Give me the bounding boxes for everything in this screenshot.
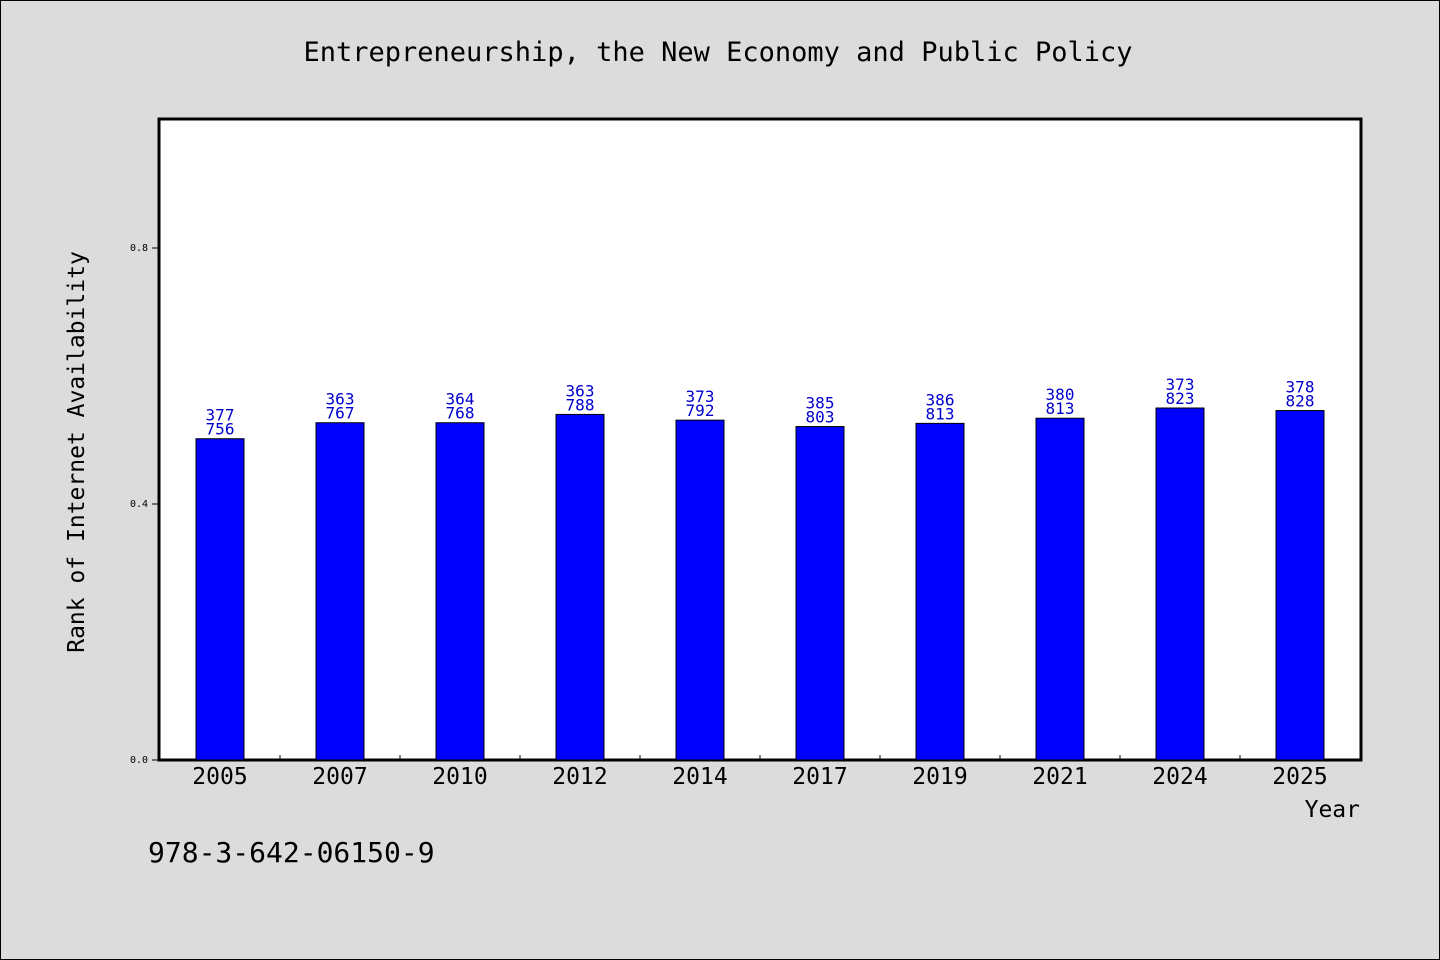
data-label: 363 767: [326, 390, 355, 423]
y-tick-label: 0.4: [130, 499, 148, 510]
x-tick-label: 2014: [672, 764, 727, 790]
data-label: 373 823: [1166, 375, 1195, 408]
x-tick-label: 2024: [1152, 764, 1207, 790]
data-label: 385 803: [806, 394, 835, 427]
y-axis-ticks: 0.0 0.4 0.8: [130, 243, 160, 766]
data-label: 386 813: [926, 390, 955, 423]
bar-2025: [1275, 410, 1325, 761]
chart-title: Entrepreneurship, the New Economy and Pu…: [303, 37, 1132, 68]
x-tick-label: 2010: [432, 764, 487, 790]
data-label: 378 828: [1286, 378, 1315, 411]
data-label: 373 792: [686, 387, 715, 420]
data-label: 380 813: [1046, 385, 1075, 418]
data-label: 377 756: [206, 406, 235, 439]
x-tick-label: 2025: [1272, 764, 1327, 790]
x-tick-label: 2005: [192, 764, 247, 790]
bars-group: [195, 407, 1325, 761]
bar-2005: [195, 438, 245, 761]
x-tick-label: 2017: [792, 764, 847, 790]
bar-2010: [435, 422, 485, 761]
isbn-text: 978-3-642-06150-9: [148, 836, 435, 869]
x-tick-label: 2012: [552, 764, 607, 790]
bar-2019: [915, 422, 965, 761]
data-labels-group: 377 756 363 767 364 768 363 788 373 792 385 803 386 8…: [206, 375, 1315, 439]
y-tick-label: 0.0: [130, 755, 148, 766]
y-axis-title: Rank of Internet Availability: [64, 251, 90, 653]
bar-2012: [555, 413, 605, 761]
data-label: 363 788: [566, 381, 595, 414]
bar-2014: [675, 419, 725, 761]
x-tick-label: 2021: [1032, 764, 1087, 790]
bar-2021: [1035, 417, 1085, 761]
x-axis-ticks: 2005 2007 2010 2012 2014 2017 2019 2021 2024 2025: [192, 755, 1328, 790]
bar-2024: [1155, 407, 1205, 761]
x-tick-label: 2007: [312, 764, 367, 790]
x-tick-label: 2019: [912, 764, 967, 790]
bar-2007: [315, 422, 365, 761]
data-label: 364 768: [446, 390, 475, 423]
y-tick-label: 0.8: [130, 243, 148, 254]
x-axis-title: Year: [1305, 797, 1360, 823]
bar-2017: [795, 426, 845, 761]
